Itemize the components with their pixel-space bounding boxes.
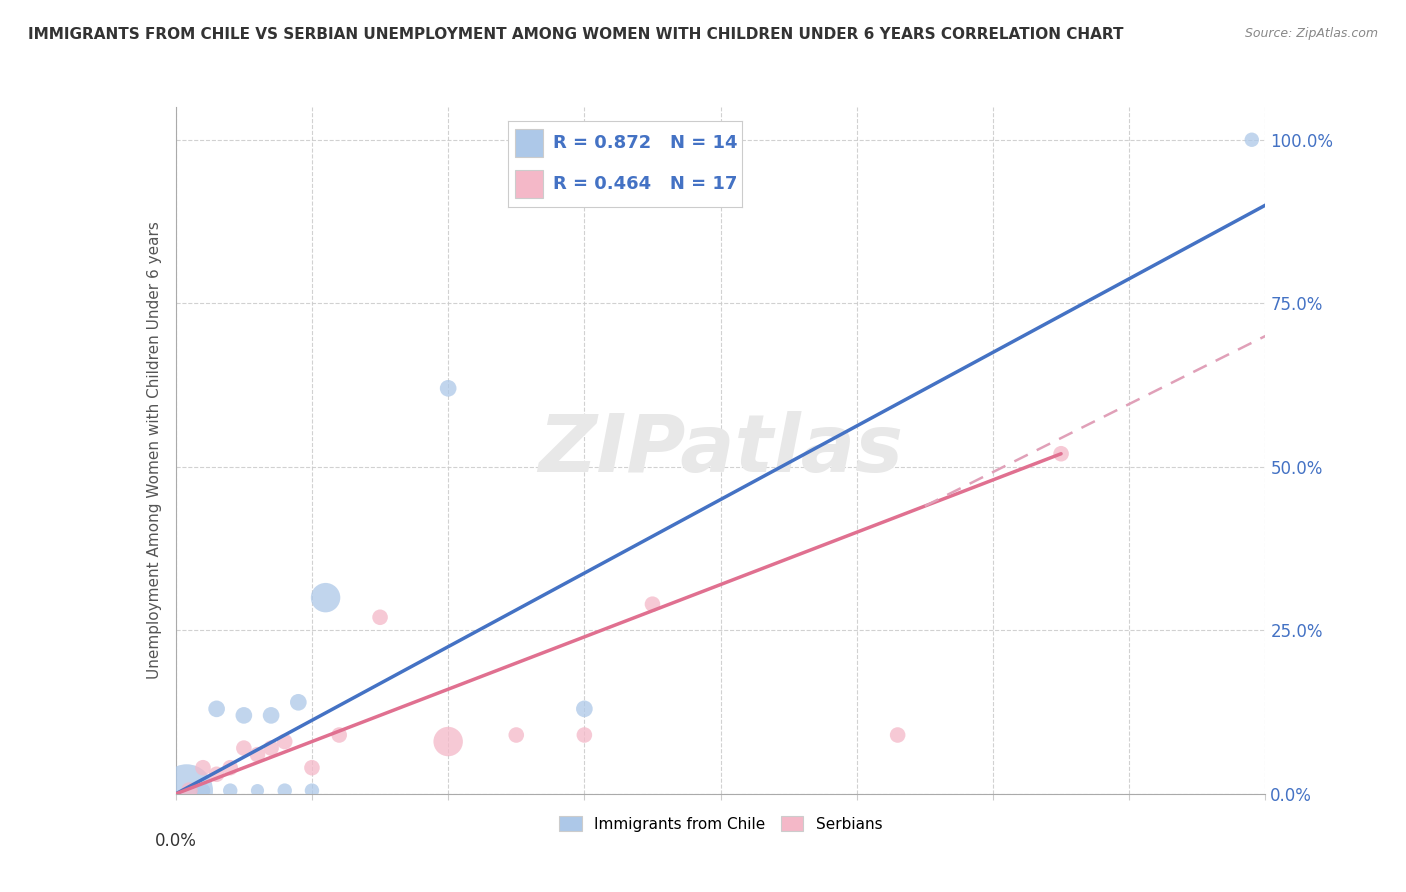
Point [219,783,242,797]
Text: IMMIGRANTS FROM CHILE VS SERBIAN UNEMPLOYMENT AMONG WOMEN WITH CHILDREN UNDER 6 : IMMIGRANTS FROM CHILE VS SERBIAN UNEMPLO… [28,27,1123,42]
Point [315,591,337,605]
Point [328,728,350,742]
Text: Source: ZipAtlas.com: Source: ZipAtlas.com [1244,27,1378,40]
Point [219,761,242,775]
Point [437,381,460,395]
Y-axis label: Unemployment Among Women with Children Under 6 years: Unemployment Among Women with Children U… [146,221,162,680]
Point [574,702,596,716]
Text: 0.0%: 0.0% [155,831,197,850]
Point [274,783,297,797]
Text: ZIPatlas: ZIPatlas [538,411,903,490]
Point [246,783,269,797]
Point [505,728,527,742]
Point [287,695,309,709]
Point [260,741,283,756]
Point [232,741,254,756]
Point [368,610,391,624]
Point [246,747,269,762]
Point [205,767,228,781]
Point [179,783,201,797]
Point [886,728,908,742]
Point [301,761,323,775]
Point [1240,133,1263,147]
Point [301,783,323,797]
Point [1050,447,1073,461]
Point [641,597,664,611]
Point [260,708,283,723]
Legend: Immigrants from Chile, Serbians: Immigrants from Chile, Serbians [553,810,889,838]
Point [191,783,214,797]
Point [274,734,297,748]
Point [437,734,460,748]
Point [176,783,198,797]
Point [205,702,228,716]
Point [191,761,214,775]
Point [574,728,596,742]
Point [232,708,254,723]
